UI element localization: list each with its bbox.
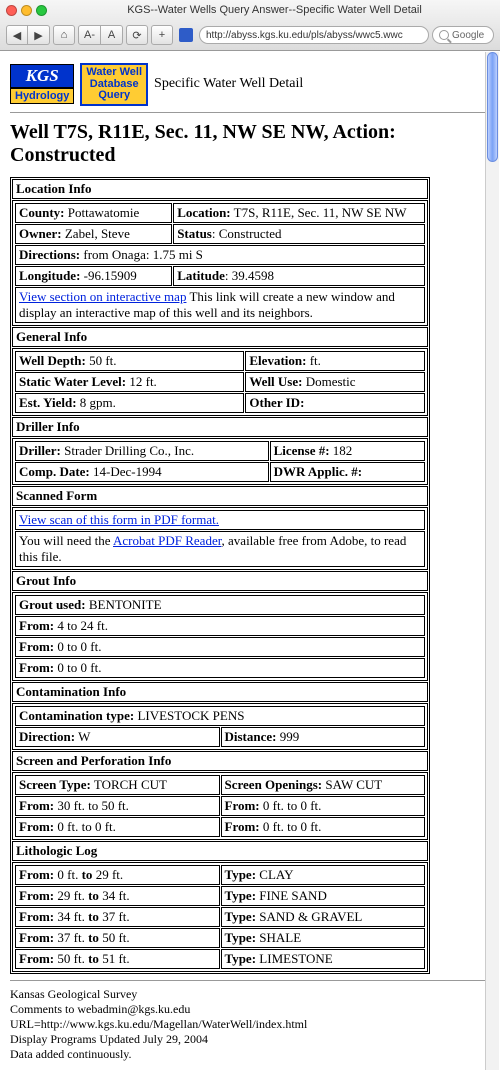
status-cell: Status: Constructed	[173, 224, 425, 244]
url-field[interactable]: http://abyss.kgs.ku.edu/pls/abyss/wwc5.w…	[199, 26, 429, 44]
screen-from-1a: From: 30 ft. to 50 ft.	[15, 796, 220, 816]
litho-from-cell: From: 50 ft. to 51 ft.	[15, 949, 220, 969]
scrollbar[interactable]	[485, 52, 499, 1070]
scrollbar-thumb[interactable]	[487, 52, 498, 162]
screen-from-1b: From: 0 ft. to 0 ft.	[221, 796, 426, 816]
location-heading: Location Info	[12, 179, 428, 199]
water-well-db-button[interactable]: Water Well Database Query	[80, 63, 148, 106]
footer-url: URL=http://www.kgs.ku.edu/Magellan/Water…	[10, 1017, 490, 1032]
litho-type-cell: Type: CLAY	[221, 865, 426, 885]
well-depth-cell: Well Depth: 50 ft.	[15, 351, 244, 371]
screen-heading: Screen and Perforation Info	[12, 751, 428, 771]
litho-type-cell: Type: FINE SAND	[221, 886, 426, 906]
interactive-map-link[interactable]: View section on interactive map	[19, 289, 186, 304]
est-yield-cell: Est. Yield: 8 gpm.	[15, 393, 244, 413]
driller-heading: Driller Info	[12, 417, 428, 437]
litho-from-cell: From: 0 ft. to 29 ft.	[15, 865, 220, 885]
search-icon	[439, 30, 449, 40]
back-button[interactable]: ◀	[6, 25, 28, 45]
forward-button[interactable]: ▶	[28, 25, 50, 45]
litho-from-cell: From: 34 ft. to 37 ft.	[15, 907, 220, 927]
page-footer: Kansas Geological Survey Comments to web…	[10, 987, 490, 1062]
close-icon[interactable]	[6, 5, 17, 16]
wwdb-line3: Query	[86, 90, 142, 102]
screen-from-2b: From: 0 ft. to 0 ft.	[221, 817, 426, 837]
comp-date-cell: Comp. Date: 14-Dec-1994	[15, 462, 269, 482]
pdf-link-cell: View scan of this form in PDF format.	[15, 510, 425, 530]
longitude-cell: Longitude: -96.15909	[15, 266, 172, 286]
window-title: KGS--Water Wells Query Answer--Specific …	[55, 4, 494, 16]
reload-button[interactable]: ⟳	[126, 25, 148, 45]
contam-type-cell: Contamination type: LIVESTOCK PENS	[15, 706, 425, 726]
grout-used-cell: Grout used: BENTONITE	[15, 595, 425, 615]
contamination-heading: Contamination Info	[12, 682, 428, 702]
litho-type-cell: Type: SHALE	[221, 928, 426, 948]
static-water-level-cell: Static Water Level: 12 ft.	[15, 372, 244, 392]
divider	[10, 112, 490, 113]
footer-org: Kansas Geological Survey	[10, 987, 490, 1002]
map-cell: View section on interactive map This lin…	[15, 287, 425, 323]
license-cell: License #: 182	[270, 441, 425, 461]
directions-cell: Directions: from Onaga: 1.75 mi S	[15, 245, 425, 265]
latitude-cell: Latitude: 39.4598	[173, 266, 425, 286]
lithologic-heading: Lithologic Log	[12, 841, 428, 861]
screen-type-cell: Screen Type: TORCH CUT	[15, 775, 220, 795]
footer-email: Comments to webadmin@kgs.ku.edu	[10, 1002, 490, 1017]
litho-type-cell: Type: LIMESTONE	[221, 949, 426, 969]
browser-chrome: KGS--Water Wells Query Answer--Specific …	[0, 0, 500, 51]
other-id-cell: Other ID:	[245, 393, 425, 413]
contam-distance-cell: Distance: 999	[221, 727, 426, 747]
home-button[interactable]: ⌂	[53, 25, 75, 45]
hydrology-label: Hydrology	[10, 88, 74, 104]
location-cell: Location: T7S, R11E, Sec. 11, NW SE NW	[173, 203, 425, 223]
county-cell: County: Pottawatomie	[15, 203, 172, 223]
window-controls	[6, 5, 47, 16]
kgs-logo[interactable]: KGS Hydrology	[10, 64, 74, 104]
grout-heading: Grout Info	[12, 571, 428, 591]
font-smaller-button[interactable]: A-	[78, 25, 101, 45]
scanned-heading: Scanned Form	[12, 486, 428, 506]
grout-from-3: From: 0 to 0 ft.	[15, 658, 425, 678]
add-bookmark-button[interactable]: +	[151, 25, 173, 45]
minimize-icon[interactable]	[21, 5, 32, 16]
kgs-label: KGS	[10, 64, 74, 88]
search-field[interactable]: Google	[432, 26, 494, 44]
well-use-cell: Well Use: Domestic	[245, 372, 425, 392]
location-info-table: Location Info County: Pottawatomie Locat…	[10, 177, 430, 974]
search-placeholder: Google	[452, 30, 484, 41]
screen-from-2a: From: 0 ft. to 0 ft.	[15, 817, 220, 837]
grout-from-1: From: 4 to 24 ft.	[15, 616, 425, 636]
litho-from-cell: From: 29 ft. to 34 ft.	[15, 886, 220, 906]
page-subtitle: Specific Water Well Detail	[154, 76, 303, 92]
general-heading: General Info	[12, 327, 428, 347]
font-larger-button[interactable]: A	[101, 25, 123, 45]
divider	[10, 980, 490, 981]
pdf-reader-cell: You will need the Acrobat PDF Reader, av…	[15, 531, 425, 567]
litho-type-cell: Type: SAND & GRAVEL	[221, 907, 426, 927]
driller-cell: Driller: Strader Drilling Co., Inc.	[15, 441, 269, 461]
zoom-icon[interactable]	[36, 5, 47, 16]
grout-from-2: From: 0 to 0 ft.	[15, 637, 425, 657]
pdf-scan-link[interactable]: View scan of this form in PDF format.	[19, 512, 219, 527]
elevation-cell: Elevation: ft.	[245, 351, 425, 371]
footer-note: Data added continuously.	[10, 1047, 490, 1062]
screen-openings-cell: Screen Openings: SAW CUT	[221, 775, 426, 795]
wwdb-line1: Water Well	[86, 67, 142, 79]
favicon-icon	[179, 28, 193, 42]
owner-cell: Owner: Zabel, Steve	[15, 224, 172, 244]
acrobat-reader-link[interactable]: Acrobat PDF Reader	[113, 533, 222, 548]
litho-from-cell: From: 37 ft. to 50 ft.	[15, 928, 220, 948]
footer-updated: Display Programs Updated July 29, 2004	[10, 1032, 490, 1047]
dwr-applic-cell: DWR Applic. #:	[270, 462, 425, 482]
page-title: Well T7S, R11E, Sec. 11, NW SE NW, Actio…	[10, 121, 490, 167]
contam-direction-cell: Direction: W	[15, 727, 220, 747]
